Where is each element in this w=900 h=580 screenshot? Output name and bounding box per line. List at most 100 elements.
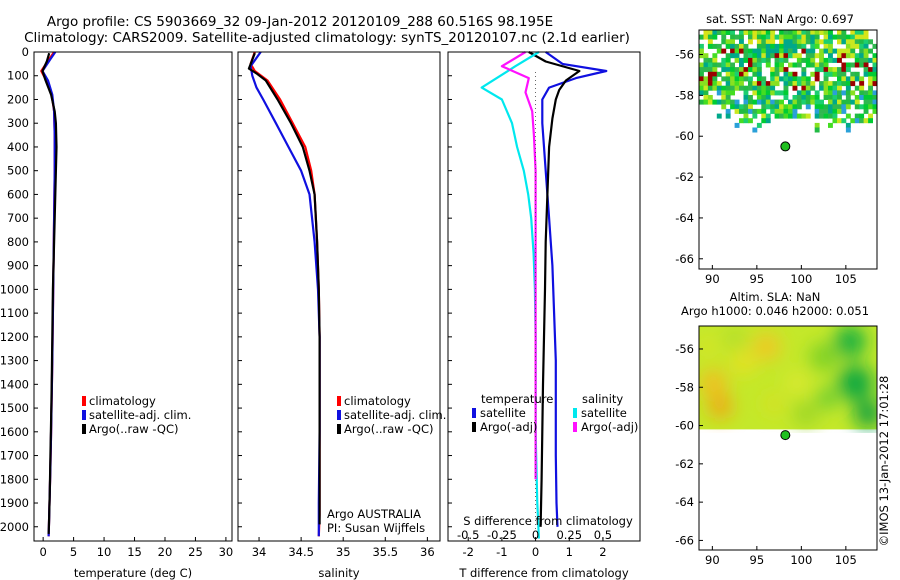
sst-grid-cell: [845, 113, 851, 119]
sst-grid-cell: [788, 34, 793, 40]
sst-grid-cell: [707, 30, 713, 35]
sst-grid-cell: [863, 39, 869, 45]
sst-grid-cell: [770, 43, 776, 49]
sst-grid-cell: [761, 53, 767, 59]
sla_map-y-tick-label: -60: [675, 419, 694, 433]
diff-legend-label: Argo(-adj): [480, 420, 537, 434]
sst-grid-cell: [801, 43, 807, 49]
sst-grid-cell: [828, 108, 833, 114]
sst-grid-cell: [801, 85, 807, 91]
salinity-series-line-1: [249, 51, 321, 537]
sst-grid-cell: [743, 48, 749, 54]
sst-grid-cell: [761, 76, 767, 82]
sst-grid-cell: [774, 108, 780, 114]
sst-grid-cell: [859, 30, 865, 35]
sst-grid-cell: [868, 90, 873, 96]
sst-grid-cell: [761, 34, 767, 40]
sst-grid-cell: [770, 85, 776, 91]
sst-grid-cell: [837, 104, 842, 110]
sst-grid-cell: [770, 34, 776, 40]
sst-grid-cell: [774, 67, 780, 73]
salinity-legend-swatch: [337, 424, 341, 434]
sst-grid-cell: [765, 85, 771, 91]
sst-grid-cell: [859, 53, 865, 59]
sst-grid-cell: [828, 85, 833, 91]
sst-grid-cell: [854, 62, 860, 68]
sst-grid-cell: [716, 48, 722, 54]
sst-grid-cell: [805, 90, 811, 96]
sla-blob: [752, 332, 781, 361]
temperature-plot-frame: [33, 51, 233, 542]
sst-grid-cell: [716, 99, 722, 105]
sst-grid-cell: [761, 30, 767, 35]
sst_map-y-tick-label: -62: [675, 170, 694, 184]
sst-grid-cell: [774, 53, 780, 59]
sla-blob: [786, 372, 807, 393]
diff-s-tick-label: 0: [532, 528, 539, 542]
sst-grid-cell: [743, 30, 749, 35]
sst-grid-cell: [868, 39, 873, 45]
sst-grid-cell: [712, 99, 718, 105]
sst-grid-cell: [814, 76, 820, 82]
sst-grid-cell: [752, 99, 758, 105]
figure-title-line2: Climatology: CARS2009. Satellite-adjuste…: [24, 30, 630, 46]
diff-legend-label: Argo(-adj): [581, 420, 638, 434]
salinity-series-line-2: [247, 52, 321, 525]
sst-grid-cell: [854, 95, 860, 100]
sst-grid-cell: [756, 90, 762, 96]
sst-grid-cell: [788, 76, 793, 82]
sst-grid-cell: [845, 39, 851, 45]
depth-tick-label: 0: [22, 45, 29, 59]
sst-grid-cell: [841, 71, 847, 77]
sst-grid-cell: [854, 104, 860, 110]
sst-grid-cell: [845, 104, 851, 110]
sst-grid-cell: [779, 48, 784, 54]
salinity-legend-label: Argo(..raw -QC): [344, 422, 434, 436]
sst-grid-cell: [837, 71, 842, 77]
sst-grid-cell: [850, 76, 856, 82]
depth-tick-label: 1100: [0, 306, 29, 320]
sst-grid-cell: [850, 30, 856, 35]
sst-grid-cell: [730, 62, 735, 68]
sst-grid-cell: [743, 118, 749, 124]
sla-blob: [854, 399, 877, 428]
sst-grid-cell: [699, 90, 704, 96]
sst-grid-cell: [783, 113, 789, 119]
diff-legend-header: temperature: [481, 392, 553, 406]
sst-grid-cell: [748, 76, 753, 82]
sst-grid-cell: [819, 39, 824, 45]
sst-grid-cell: [868, 57, 873, 63]
argo-position-marker: [780, 141, 791, 152]
sst-grid-cell: [730, 67, 735, 73]
sst-grid-cell: [796, 113, 802, 119]
sst-grid-cell: [845, 81, 851, 87]
sla-blobs: [699, 326, 877, 428]
sst-grid-cell: [730, 85, 735, 91]
sst-grid-cell: [868, 71, 873, 77]
sst-grid-cell: [774, 48, 780, 54]
sst-grid-cell: [739, 76, 744, 82]
sst-grid-cell: [823, 95, 829, 100]
sst-grid-cell: [783, 53, 789, 59]
sst-grid-cell: [752, 113, 758, 119]
sst-grid-cell: [805, 76, 811, 82]
sst-grid-cell: [792, 43, 798, 49]
sst-grid-cell: [828, 53, 833, 59]
sst-grid-cell: [748, 67, 753, 73]
sst-grid-cell: [828, 39, 833, 45]
difference-series-line-1: [528, 51, 581, 527]
sla_map-x-tick-label: 100: [790, 553, 812, 567]
sst-grid-cell: [707, 39, 713, 45]
sst-grid-cell: [703, 67, 709, 73]
diff-legend-swatch: [573, 408, 577, 418]
sst-grid-cell: [805, 113, 811, 119]
sst-grid-cell: [805, 39, 811, 45]
difference-x-axis-label: T difference from climatology: [458, 566, 629, 580]
sst-grid-cell: [712, 62, 718, 68]
sst-grid-cell: [814, 43, 820, 49]
sst-grid-cell: [716, 81, 722, 87]
sst-grid-cell: [761, 85, 767, 91]
depth-tick-label: 900: [7, 259, 29, 273]
sst-grid-cell: [756, 53, 762, 59]
sst-grid-cell: [774, 34, 780, 40]
